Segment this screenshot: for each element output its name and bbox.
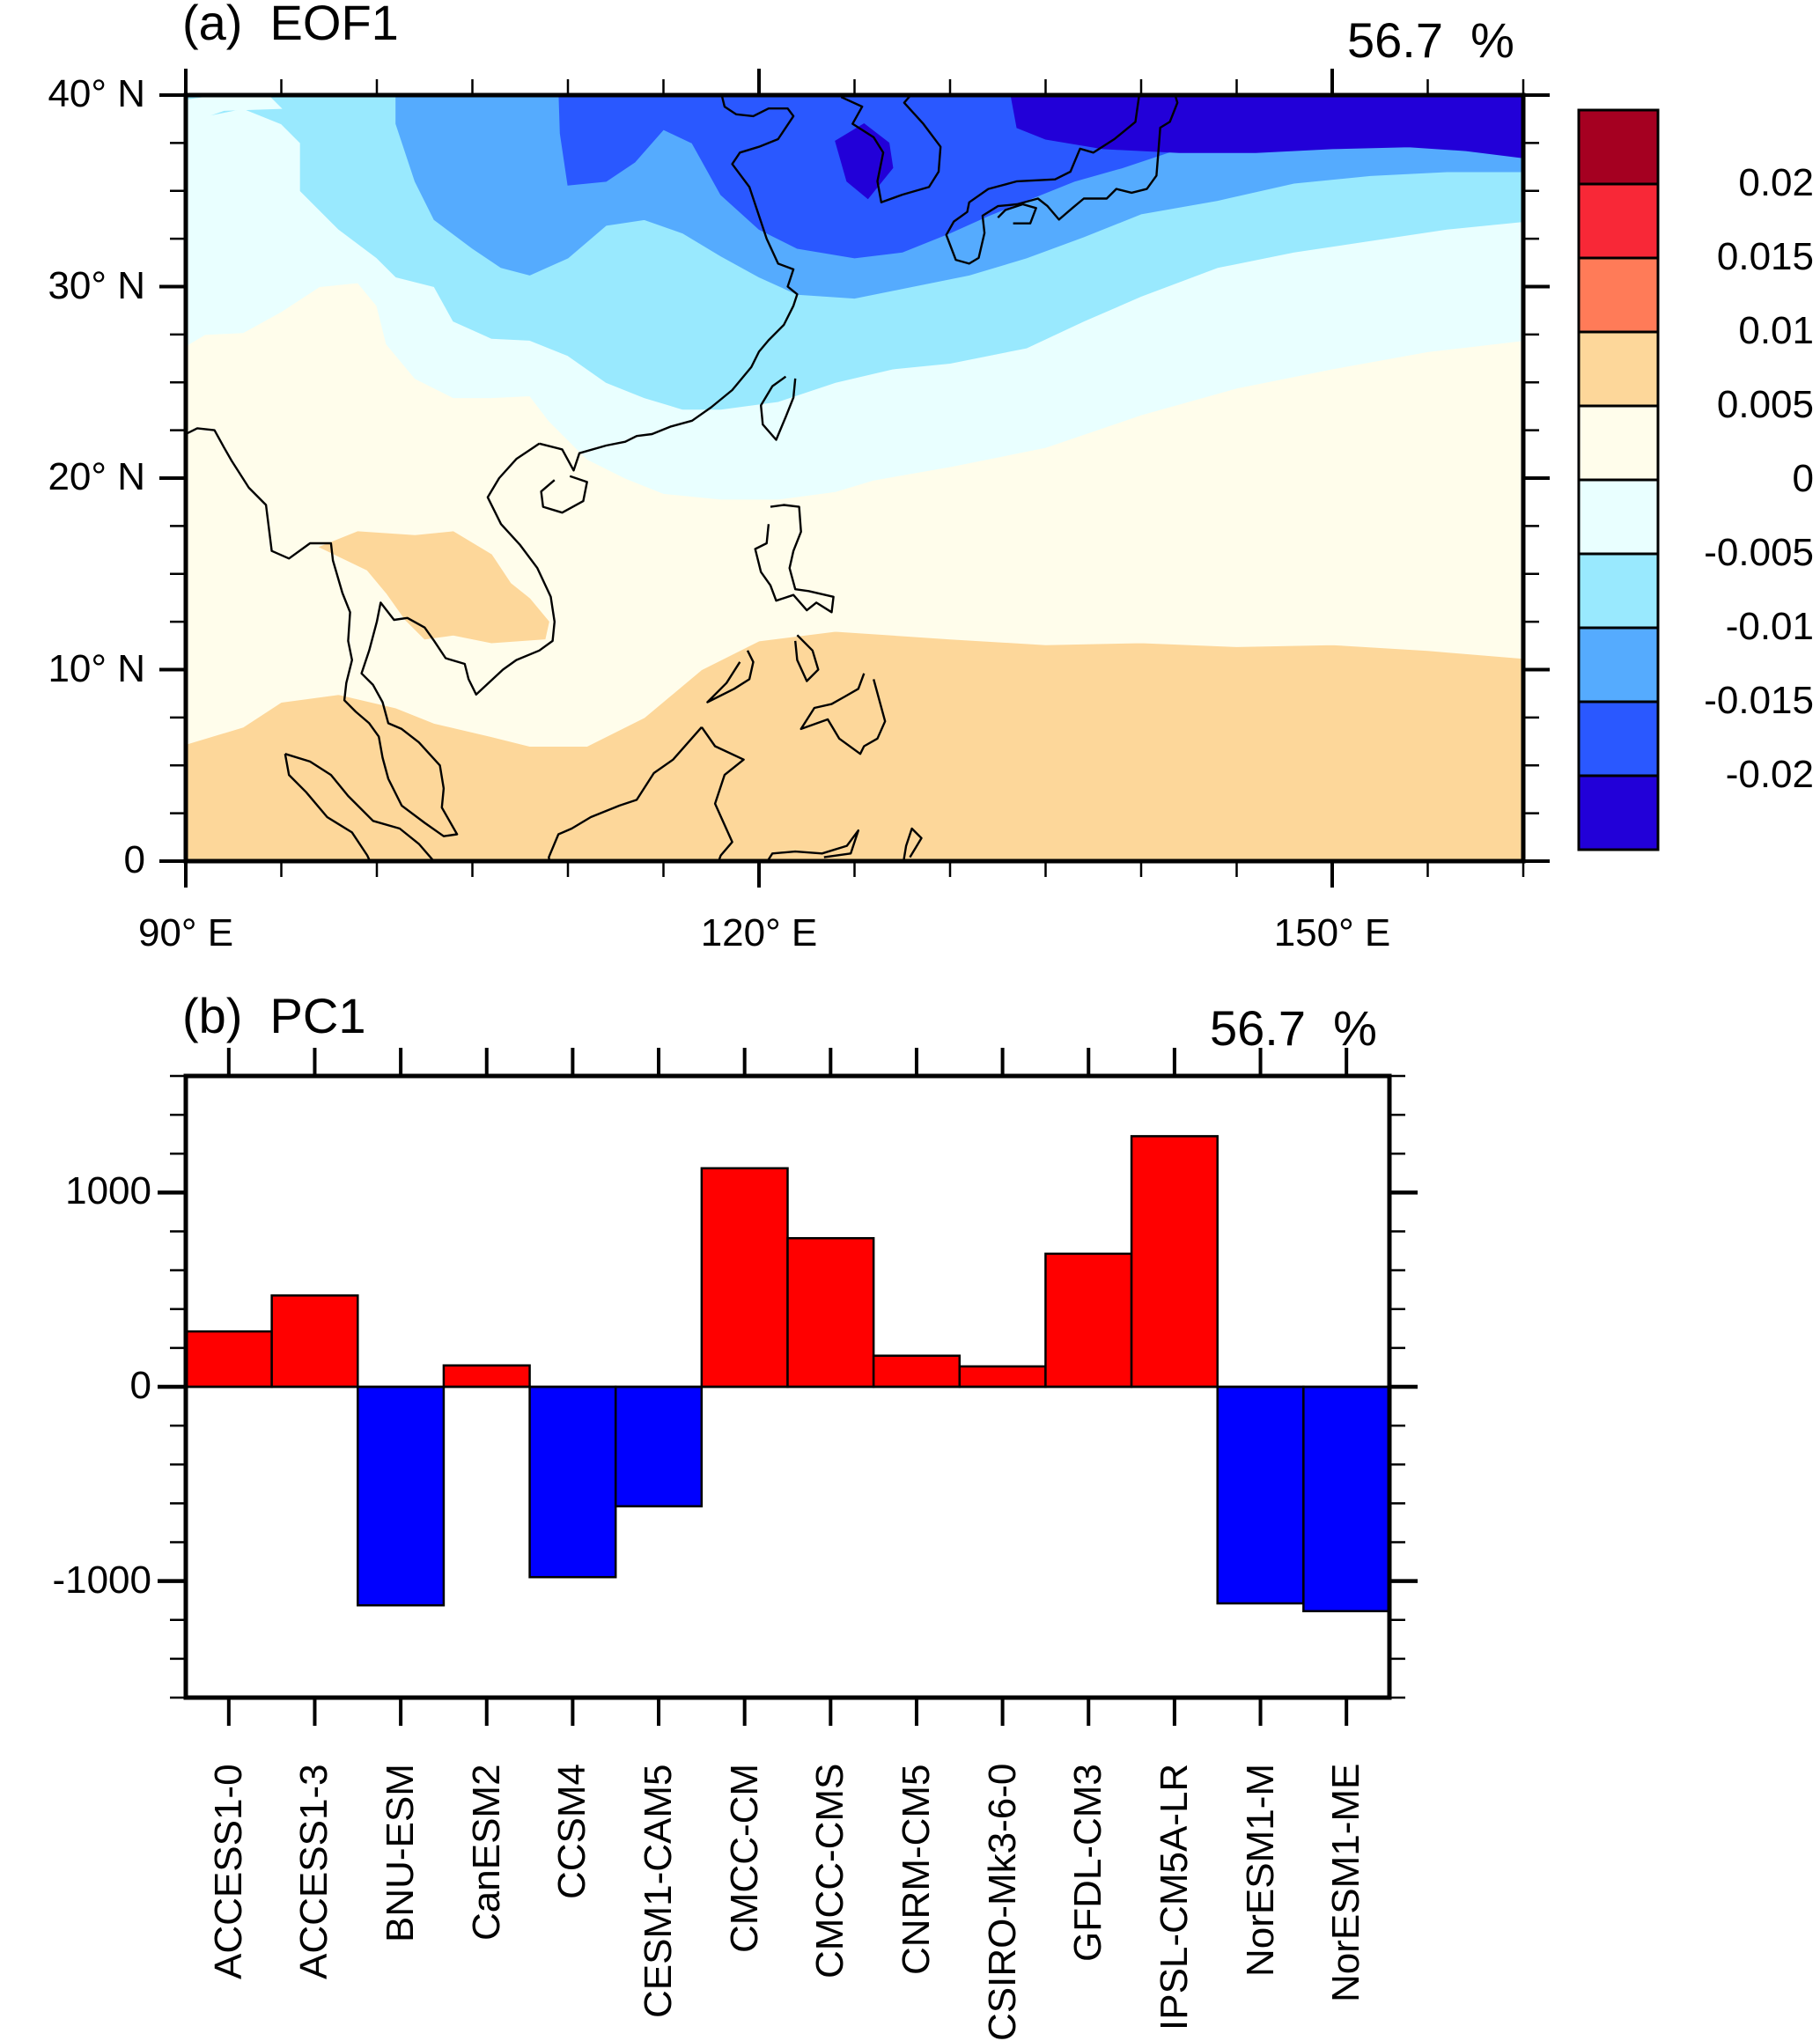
bar-x-tick-label: CSIRO-Mk3-6-0 <box>980 1764 1024 2041</box>
bar-BNU-ESM <box>357 1385 446 1607</box>
coastline-mindanao <box>799 673 887 755</box>
bar-IPSL-CM5A-LR <box>1130 1135 1219 1389</box>
bar-x-tick-label: ACCESS1-0 <box>206 1764 250 1979</box>
bar-x-tick-label: CMCC-CM <box>722 1764 766 1954</box>
pc1-title: (b) PC1 <box>182 988 366 1043</box>
bar-CSIRO-Mk3-6-0 <box>958 1365 1047 1389</box>
colorbar-label: 0.02 <box>1738 161 1814 204</box>
eof1-title: (a) EOF1 <box>182 0 399 50</box>
colorbar-label: 0.005 <box>1716 383 1814 426</box>
map-y-tick-label: 40° N <box>48 72 145 115</box>
bar-x-tick-label: IPSL-CM5A-LR <box>1152 1764 1196 2031</box>
coastline-visayas <box>794 634 820 682</box>
bar-ACCESS1-3 <box>270 1294 359 1389</box>
eof1-variance-label: 56.7 % <box>1347 12 1514 68</box>
bar-y-tick-label: 0 <box>129 1364 151 1407</box>
colorbar-box <box>1577 478 1660 556</box>
bar-x-tick-label: NorESM1-ME <box>1324 1764 1368 2003</box>
colorbar-box <box>1577 182 1660 260</box>
colorbar-label: -0.01 <box>1725 605 1814 648</box>
bar-CESM1-CAM5 <box>614 1385 704 1507</box>
colorbar-box <box>1577 404 1660 482</box>
coastline-layer <box>186 95 1179 861</box>
bar-x-tick-label: GFDL-CM3 <box>1066 1764 1110 1962</box>
colorbar-label: 0.01 <box>1738 309 1814 352</box>
bar-ACCESS1-0 <box>184 1330 273 1389</box>
pc1-variance-label: 56.7 % <box>1210 1000 1377 1056</box>
colorbar-box <box>1577 700 1660 777</box>
bar-NorESM1-M <box>1216 1385 1305 1605</box>
bar-x-tick-label: CESM1-CAM5 <box>637 1764 681 2018</box>
coastline-korea <box>840 95 942 204</box>
colorbar-box <box>1577 552 1660 630</box>
bar-x-tick-label: NorESM1-M <box>1238 1764 1282 1978</box>
contour-below-minus0.02 <box>1010 95 1523 158</box>
bar-x-tick-label: CNRM-CM5 <box>894 1764 938 1975</box>
colorbar-box <box>1577 626 1660 704</box>
colorbar-box <box>1577 774 1660 851</box>
eof1-map <box>159 69 1550 888</box>
bar-GFDL-CM3 <box>1044 1252 1133 1389</box>
coastline-taiwan <box>760 375 797 441</box>
bar-x-tick-label: CanESM2 <box>464 1764 508 1941</box>
bar-x-tick-label: CCSM4 <box>550 1764 594 1900</box>
contour-minus0.005-pocket <box>186 95 283 125</box>
coastline-borneo <box>700 726 745 861</box>
map-y-tick-label: 20° N <box>48 455 145 498</box>
coastline-halmahera <box>902 827 923 861</box>
map-y-tick-label: 0 <box>123 838 145 881</box>
coastline-vietnam <box>186 427 556 837</box>
colorbar-label: -0.015 <box>1704 679 1814 722</box>
coastline-sumatra-west <box>284 753 372 861</box>
bar-CMCC-CM <box>700 1167 789 1389</box>
bar-CNRM-CM5 <box>872 1354 962 1389</box>
map-y-tick-label: 30° N <box>48 263 145 307</box>
pc1-bar-chart <box>158 1048 1418 1726</box>
bar-y-tick-label: -1000 <box>52 1558 151 1602</box>
coastline-sulawesi <box>766 829 859 861</box>
coastline-luzon <box>754 504 835 614</box>
bar-x-tick-label: CMCC-CMS <box>808 1764 852 1979</box>
coastline-palawan <box>706 650 755 704</box>
bar-x-tick-label: ACCESS1-3 <box>292 1764 336 1979</box>
map-x-tick-label: 90° E <box>137 911 234 954</box>
colorbar-box <box>1577 256 1660 334</box>
colorbar-box <box>1577 330 1660 408</box>
bar-CMCC-CMS <box>786 1236 875 1389</box>
coastline-shikoku <box>997 203 1037 225</box>
colorbar <box>1577 108 1660 851</box>
coastline-borneo-west <box>548 726 703 861</box>
colorbar-label: 0.015 <box>1716 235 1814 278</box>
colorbar-label: 0 <box>1792 457 1814 500</box>
bar-CCSM4 <box>528 1385 617 1579</box>
map-x-tick-label: 150° E <box>1273 911 1391 954</box>
map-y-tick-label: 10° N <box>48 646 145 690</box>
coastline-sumatra <box>284 753 436 861</box>
coastline-hainan <box>540 475 588 514</box>
colorbar-label: -0.02 <box>1725 753 1814 796</box>
bar-y-tick-label: 1000 <box>65 1169 151 1213</box>
colorbar-label: -0.005 <box>1704 531 1814 574</box>
bar-NorESM1-ME <box>1302 1385 1391 1613</box>
colorbar-box <box>1577 108 1660 186</box>
contour-indochina-positive <box>318 531 549 644</box>
coastline-china-east <box>539 95 799 472</box>
map-x-tick-label: 120° E <box>700 911 818 954</box>
contour-fill-layer <box>186 95 1523 861</box>
coastline-japan <box>945 95 1179 265</box>
bar-x-tick-label: BNU-ESM <box>379 1764 423 1942</box>
bar-CanESM2 <box>442 1364 531 1389</box>
